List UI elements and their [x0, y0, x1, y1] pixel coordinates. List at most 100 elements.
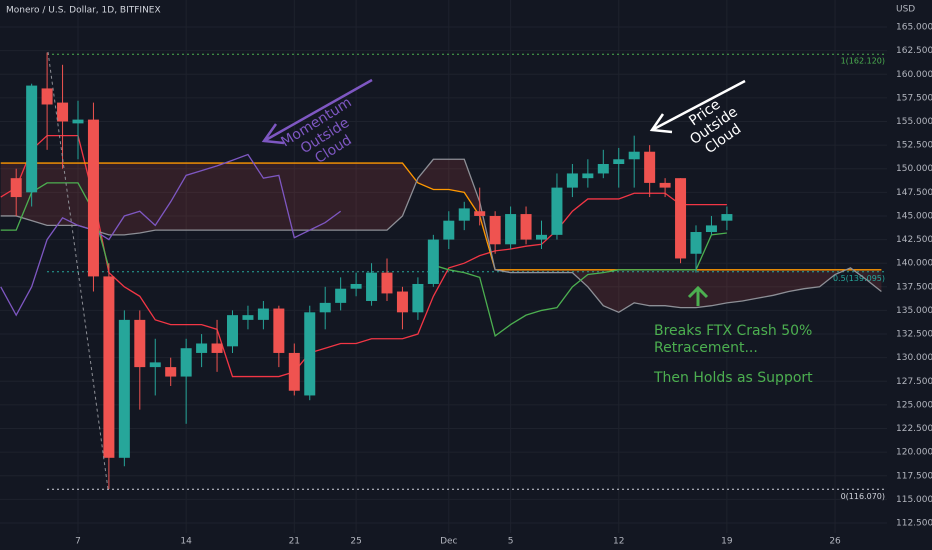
fib-label: 1(162.120) — [841, 57, 885, 66]
y-tick-label: 127.500 — [896, 377, 932, 387]
annotation-line: Breaks FTX Crash 50% — [654, 323, 812, 339]
candle-body — [72, 119, 84, 124]
y-tick-label: 120.000 — [896, 448, 932, 458]
candle-body — [273, 308, 285, 353]
candle-body — [721, 214, 733, 221]
candle-body — [505, 214, 517, 245]
fib-label: 0(116.070) — [841, 492, 885, 501]
candle-body — [26, 85, 38, 193]
candle-body — [288, 352, 300, 391]
x-tick-label: 19 — [721, 537, 733, 547]
candle-body — [366, 272, 378, 301]
y-tick-label: 125.000 — [896, 400, 932, 410]
indicator-line — [0, 158, 882, 314]
candle-body — [335, 288, 347, 303]
candle-body — [396, 291, 408, 313]
candle-body — [41, 88, 53, 105]
support-arrow — [687, 285, 709, 306]
cloud — [0, 159, 882, 313]
y-tick-label: 145.000 — [896, 211, 932, 221]
x-tick-label: 14 — [180, 537, 192, 547]
candle-body — [118, 319, 130, 458]
candle-body — [659, 182, 671, 188]
candle-body — [381, 272, 393, 294]
candle-body — [227, 315, 238, 347]
candle-body — [304, 312, 316, 396]
candle-body — [474, 211, 486, 216]
x-tick-label: 26 — [829, 537, 841, 547]
candle-body — [613, 159, 625, 164]
fib-label: 0.5(139.095) — [833, 274, 885, 283]
y-tick-label: 147.500 — [896, 188, 932, 198]
candle-body — [443, 220, 455, 240]
x-tick-label: 7 — [75, 537, 81, 547]
y-tick-label: 115.000 — [896, 495, 932, 505]
indicator-line — [0, 153, 342, 317]
candle-body — [458, 208, 470, 221]
y-tick-label: 122.500 — [896, 424, 932, 434]
plot: 1(162.120) 0.5(139.095) 0(116.070) — [0, 52, 887, 501]
support-annotation: Breaks FTX Crash 50% Retracement... Then… — [653, 323, 813, 386]
candle-body — [412, 283, 424, 313]
x-tick-label: 25 — [350, 537, 361, 547]
x-tick-label: Dec — [440, 537, 457, 547]
candle-body — [57, 102, 69, 122]
candle-body — [149, 362, 161, 368]
candle-body — [211, 343, 223, 353]
candle-body — [566, 173, 578, 188]
candle-body — [520, 214, 532, 240]
y-tick-label: 112.500 — [896, 518, 932, 528]
y-tick-label: 137.500 — [896, 282, 932, 292]
candle-body — [644, 151, 656, 183]
fib-connector — [47, 51, 109, 490]
candle-body — [87, 119, 99, 277]
candle-body — [582, 173, 594, 179]
candle-body — [196, 343, 208, 353]
candle-body — [551, 187, 563, 235]
y-tick-label: 165.000 — [896, 23, 932, 33]
candle-body — [628, 151, 640, 160]
y-tick-label: 130.000 — [896, 353, 932, 363]
candle-body — [103, 276, 115, 458]
y-tick-label: 157.500 — [896, 93, 932, 103]
price-arrow — [649, 79, 746, 134]
y-tick-label: 155.000 — [896, 117, 932, 127]
candle-body — [10, 178, 22, 198]
y-tick-label: 117.500 — [896, 471, 932, 481]
y-tick-label: 132.500 — [896, 330, 932, 340]
candle-body — [690, 232, 702, 254]
chart-title: Monero / U.S. Dollar, 1D, BITFINEX — [6, 6, 161, 16]
indicator-line — [0, 135, 727, 378]
momentum-arrow — [261, 78, 373, 145]
y-tick-label: 160.000 — [896, 70, 932, 80]
annotation-line: Retracement... — [654, 340, 758, 356]
indicator-line — [433, 232, 727, 338]
time-axis — [0, 533, 932, 550]
candle-body — [536, 234, 547, 240]
candle-body — [319, 302, 331, 313]
candle-body — [350, 283, 362, 289]
y-tick-label: 135.000 — [896, 306, 932, 316]
x-tick-label: 5 — [508, 537, 514, 547]
y-tick-label: 152.500 — [896, 141, 932, 151]
annotation-line: Then Holds as Support — [653, 370, 813, 386]
x-tick-label: 21 — [289, 537, 300, 547]
grid — [0, 0, 887, 533]
y-tick-label: 150.000 — [896, 164, 932, 174]
candle-body — [597, 164, 609, 174]
candle-body — [242, 315, 254, 320]
y-tick-label: 140.000 — [896, 259, 932, 269]
y-tick-label: 142.500 — [896, 235, 932, 245]
indicator-line — [0, 162, 882, 271]
candle-body — [180, 348, 192, 377]
price-axis — [887, 0, 932, 550]
candle-body — [489, 215, 501, 245]
x-tick-label: 12 — [613, 537, 624, 547]
candle-body — [134, 319, 146, 368]
candle-body — [257, 308, 269, 320]
candle-body — [675, 178, 687, 259]
candle-body — [427, 239, 439, 284]
candle-body — [165, 367, 177, 377]
